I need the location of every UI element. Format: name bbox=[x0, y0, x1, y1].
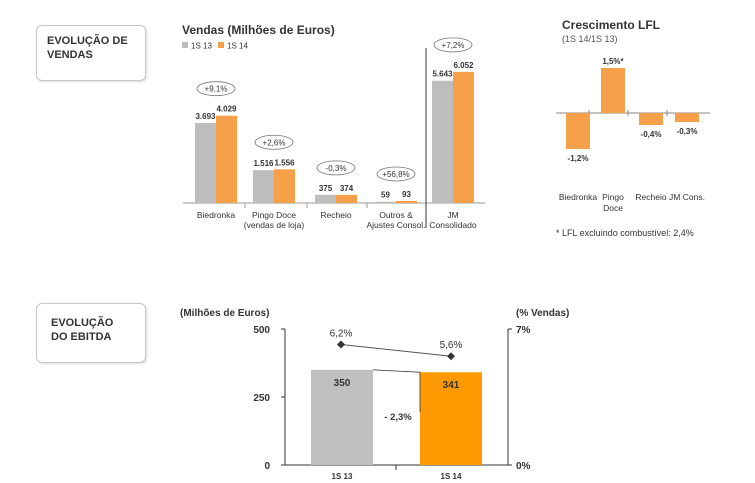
vendas-growth-label: +9,1% bbox=[205, 85, 228, 94]
lfl-category-label: Recheio bbox=[635, 192, 666, 202]
lfl-bar bbox=[566, 113, 590, 149]
ebitda-margin-label: 5,6% bbox=[440, 340, 463, 351]
vendas-growth-oval bbox=[254, 134, 294, 150]
ebitda-change-label: - 2,3% bbox=[384, 412, 412, 423]
lfl-bar bbox=[601, 68, 625, 113]
vendas-bar bbox=[432, 80, 453, 203]
vendas-growth-label: +56,8% bbox=[382, 170, 409, 179]
ebitda-category-label: 1S 14 bbox=[441, 472, 462, 481]
lfl-category-label: JM Cons. bbox=[669, 192, 705, 202]
vendas-growth-oval bbox=[316, 160, 356, 176]
vendas-category-label: (vendas de loja) bbox=[244, 220, 305, 230]
vendas-data-label: 4.029 bbox=[216, 105, 237, 114]
vendas-bar bbox=[253, 170, 274, 203]
vendas-category-label: Outros & bbox=[379, 210, 413, 220]
ebitda-y2-tick-label: 7% bbox=[516, 325, 531, 336]
vendas-data-label: 93 bbox=[402, 190, 411, 199]
ebitda-margin-point bbox=[447, 352, 455, 361]
ebitda-y2-tick-label: 0% bbox=[516, 461, 531, 472]
vendas-bar bbox=[336, 194, 357, 203]
ebitda-y-tick-label: 500 bbox=[253, 325, 270, 336]
ebitda-bar bbox=[311, 369, 373, 465]
vendas-bar bbox=[453, 71, 474, 203]
lfl-data-label: 1,5%* bbox=[602, 57, 624, 66]
lfl-chart-title: Crescimento LFL bbox=[562, 18, 660, 32]
vendas-growth-oval bbox=[376, 166, 416, 182]
vendas-data-label: 6.052 bbox=[453, 61, 474, 70]
ebitda-bar bbox=[420, 372, 482, 465]
vendas-growth-label: +7,2% bbox=[442, 41, 465, 50]
lfl-category-label: Doce bbox=[603, 203, 623, 213]
lfl-footnote: * LFL excluindo combustível: 2,4% bbox=[556, 228, 694, 238]
lfl-bar bbox=[675, 113, 699, 122]
ebitda-change-connector bbox=[372, 369, 421, 413]
vendas-box-line-1: EVOLUÇÃO DE bbox=[47, 35, 128, 47]
vendas-data-label: 59 bbox=[381, 191, 390, 200]
vendas-data-label: 375 bbox=[319, 184, 333, 193]
ebitda-y-tick-label: 250 bbox=[253, 393, 270, 404]
lfl-data-label: -0,3% bbox=[677, 127, 698, 136]
vendas-bar bbox=[396, 200, 417, 203]
vendas-data-label: 3.693 bbox=[195, 112, 216, 121]
vendas-category-label: Ajustes Consol. bbox=[366, 220, 425, 230]
ebitda-data-label: 341 bbox=[443, 380, 460, 391]
vendas-bar bbox=[195, 122, 216, 203]
vendas-bar bbox=[315, 194, 336, 203]
vendas-bar bbox=[216, 115, 237, 203]
vendas-growth-label: +2,6% bbox=[263, 138, 286, 147]
vendas-category-label: Pingo Doce bbox=[252, 210, 296, 220]
vendas-legend-label-1: 1S 14 bbox=[227, 42, 248, 51]
vendas-box-line-2: VENDAS bbox=[47, 49, 93, 61]
vendas-data-label: 1.556 bbox=[274, 158, 295, 167]
ebitda-box-line-2: DO EBITDA bbox=[51, 331, 112, 343]
vendas-bar bbox=[375, 201, 396, 203]
vendas-growth-oval bbox=[196, 81, 236, 97]
vendas-growth-oval bbox=[433, 37, 473, 53]
vendas-bar bbox=[274, 169, 295, 203]
vendas-category-label: Recheio bbox=[320, 210, 351, 220]
vendas-category-label: Biedronka bbox=[197, 210, 236, 220]
lfl-bar bbox=[639, 113, 663, 125]
ebitda-y2-axis-label: (% Vendas) bbox=[516, 308, 569, 319]
vendas-chart-title: Vendas (Milhões de Euros) bbox=[182, 23, 335, 37]
ebitda-margin-label: 6,2% bbox=[330, 329, 353, 340]
lfl-category-label: Pingo bbox=[602, 192, 624, 202]
vendas-category-label: Consolidado bbox=[429, 220, 477, 230]
ebitda-category-label: 1S 13 bbox=[332, 472, 353, 481]
vendas-data-label: 374 bbox=[340, 184, 354, 193]
vendas-category-label: JM bbox=[447, 210, 458, 220]
lfl-data-label: -1,2% bbox=[568, 154, 589, 163]
lfl-chart-subtitle: (1S 14/1S 13) bbox=[562, 34, 618, 44]
vendas-section-box: EVOLUÇÃO DE VENDAS bbox=[36, 25, 146, 81]
ebitda-margin-line bbox=[340, 344, 452, 357]
vendas-legend-label-0: 1S 13 bbox=[191, 42, 212, 51]
ebitda-section-box: EVOLUÇÃO DO EBITDA bbox=[36, 303, 146, 363]
lfl-category-label: Biedronka bbox=[559, 192, 598, 202]
vendas-data-label: 5.643 bbox=[432, 70, 453, 79]
ebitda-y-tick-label: 0 bbox=[264, 461, 270, 472]
vendas-growth-label: -0,3% bbox=[326, 164, 347, 173]
ebitda-margin-point bbox=[337, 340, 345, 349]
ebitda-box-line-1: EVOLUÇÃO bbox=[51, 317, 114, 329]
lfl-data-label: -0,4% bbox=[641, 130, 662, 139]
ebitda-y-axis-label: (Milhões de Euros) bbox=[180, 308, 269, 319]
vendas-legend-swatch-1 bbox=[218, 42, 224, 48]
ebitda-data-label: 350 bbox=[334, 378, 351, 389]
vendas-legend-swatch-0 bbox=[182, 42, 188, 48]
vendas-data-label: 1.516 bbox=[253, 159, 274, 168]
